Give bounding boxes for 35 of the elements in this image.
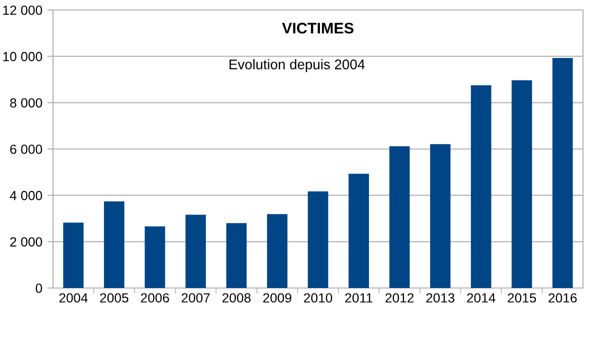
bar <box>389 146 410 288</box>
x-tick-label: 2011 <box>345 293 372 303</box>
y-tick-label: 12 000 <box>3 6 42 15</box>
x-tick-label: 2015 <box>508 293 536 303</box>
y-tick-label: 2 000 <box>10 237 42 247</box>
y-tick-label: 0 <box>36 284 42 293</box>
text: VICTIMES <box>282 22 354 34</box>
bar <box>430 144 450 288</box>
bar <box>104 201 124 288</box>
bar <box>186 214 206 288</box>
x-tick-label: 2014 <box>467 293 496 303</box>
x-tick-label: 2013 <box>426 293 454 303</box>
y-tick-label: 8 000 <box>10 98 42 108</box>
bar <box>552 58 573 288</box>
text: Evolution depuis 2004 <box>230 59 365 72</box>
y-tick-label: 4 000 <box>10 190 42 200</box>
bar <box>512 80 532 288</box>
bar <box>470 85 492 288</box>
bar <box>308 191 328 288</box>
x-tick-label: 2016 <box>548 293 577 303</box>
y-tick-label: 10 000 <box>3 52 42 62</box>
bar <box>267 214 288 288</box>
x-tick-label: 2004 <box>59 293 88 303</box>
x-tick-label: 2006 <box>140 293 170 303</box>
x-tick-label: 2007 <box>182 293 210 303</box>
bar <box>226 223 247 288</box>
x-tick-label: 2005 <box>100 293 128 303</box>
x-tick-label: 2010 <box>304 293 332 303</box>
y-tick-label: 6 000 <box>10 144 42 154</box>
x-tick-label: 2008 <box>222 293 251 303</box>
bar <box>63 222 84 288</box>
x-tick-label: 2009 <box>263 293 292 303</box>
bar <box>348 174 369 288</box>
x-tick-label: 2012 <box>386 293 414 303</box>
bar <box>144 226 166 288</box>
